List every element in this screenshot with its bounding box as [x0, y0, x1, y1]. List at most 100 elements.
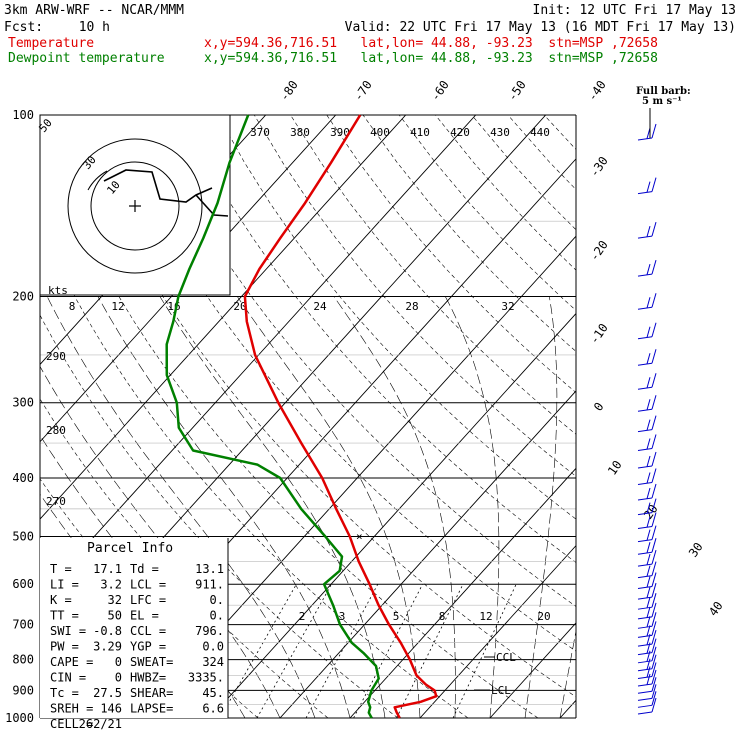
pressure-label-600: 600 — [12, 577, 34, 591]
theta-label: 370 — [250, 126, 270, 139]
wind-barb-flag — [651, 602, 657, 618]
wind-barb-flag — [651, 669, 657, 685]
wind-barb-flag — [646, 326, 651, 338]
wind-barb-flag — [646, 666, 651, 678]
parcel-label-right: SHEAR= — [130, 686, 173, 700]
parcel-value-right: 0. — [210, 593, 224, 607]
mixing-ratio-label: 5 — [393, 610, 400, 623]
wind-barb-flag — [646, 438, 651, 450]
isotherm-line — [40, 115, 407, 520]
wind-barb-flag — [646, 597, 651, 609]
wind-barb-flag — [646, 225, 651, 237]
wind-barb-flag — [646, 542, 651, 554]
wind-barb-flag — [646, 297, 651, 309]
theta-label: 390 — [330, 126, 350, 139]
isotherm-label: 0 — [591, 400, 607, 414]
wind-barb-flag — [651, 677, 657, 692]
isotherm-label: -40 — [585, 78, 609, 104]
pressure-label-400: 400 — [12, 471, 34, 485]
parcel-value-right: 911. — [195, 578, 224, 592]
wind-barb-flag — [651, 483, 657, 499]
dewpoint-legend-info: x,y=594.36,716.51 lat,lon= 44.88, -93.23… — [204, 51, 658, 66]
parcel-value-left: -0.8 — [93, 624, 122, 638]
wind-barb-shaft — [637, 704, 653, 708]
wind-barb-shaft — [637, 660, 653, 664]
wind-barb-shaft — [637, 526, 653, 529]
wind-barb-flag — [651, 621, 657, 636]
wind-barb-flag — [651, 349, 657, 364]
theta-label: 380 — [290, 126, 310, 139]
parcel-label-left: CAPE = — [50, 655, 93, 669]
wind-barb-shaft — [637, 137, 653, 141]
wind-barb-flag — [646, 502, 651, 514]
mixing-ratio-label: 8 — [439, 610, 446, 623]
mixing-ratio-line — [353, 584, 423, 718]
parcel-label-right: HWBZ= — [130, 671, 166, 685]
parcel-label-left: CIN = — [50, 671, 86, 685]
wind-barb-flag — [646, 565, 651, 577]
wind-barb-flag — [646, 673, 651, 685]
wind-barb-flag — [646, 455, 651, 467]
parcel-value-right: 796. — [195, 624, 224, 638]
pressure-label-900: 900 — [12, 683, 34, 697]
wind-barb-flag — [646, 487, 651, 499]
wind-barb-flag — [651, 525, 657, 540]
wind-barb-flag — [646, 606, 651, 618]
wind-barb-flag — [646, 529, 651, 541]
wind-barb-shaft — [637, 273, 653, 277]
parcel-label-left: Tc = — [50, 686, 79, 700]
mixing-ratio-line — [219, 584, 297, 718]
wind-barb-shaft — [637, 191, 653, 195]
isotherm-line — [559, 699, 576, 718]
moist-adiabat-line — [559, 629, 576, 718]
isotherm-label: -80 — [277, 78, 301, 104]
mixing-ratio-label: 3 — [339, 610, 346, 623]
hodograph-speed-label: 24 — [313, 300, 327, 313]
wind-barb-shaft — [637, 697, 653, 701]
isotherm-line — [419, 544, 576, 718]
valid-time: Valid: 22 UTC Fri 17 May 13 (16 MDT Fri … — [345, 20, 736, 35]
wind-barb-flag — [651, 259, 657, 275]
wind-barb-flag — [651, 221, 657, 237]
theta-label: 400 — [370, 126, 390, 139]
barb-legend-units: 5 m s⁻¹ — [642, 96, 682, 107]
pressure-label-500: 500 — [12, 529, 34, 543]
mixing-ratio-line — [305, 584, 379, 718]
wind-barb-flag — [651, 612, 657, 627]
temperature-legend-info: x,y=594.36,716.51 lat,lon= 44.88, -93.23… — [204, 36, 658, 51]
parcel-info-box: Parcel Info T = 17.1 Td = 13.1 LI = 3.2 LCL = 9… — [40, 538, 229, 731]
wind-barb-flag — [651, 638, 657, 653]
wind-barb-shaft — [637, 408, 653, 412]
wind-barb-flag — [646, 399, 651, 411]
parcel-value-right: 13.1 — [195, 562, 224, 576]
hodograph-speed-label: 20 — [233, 300, 246, 313]
wind-barbs — [637, 108, 657, 715]
wind-barb-flag — [651, 415, 657, 430]
moist-adiabat-line — [237, 296, 421, 718]
wind-barb-shaft — [637, 336, 653, 340]
dry-adiabat-label: 280 — [46, 424, 66, 437]
forecast-label: Fcst: — [4, 20, 43, 35]
hodograph-speed-label: 28 — [405, 300, 418, 313]
wind-barb-flag — [651, 684, 657, 699]
wind-barb-flag — [651, 646, 657, 661]
wind-barb-shaft — [637, 668, 653, 672]
isotherm-line — [40, 115, 337, 443]
wind-barb-flag — [651, 434, 657, 449]
wind-barb-shaft — [637, 683, 653, 687]
parcel-label-right: SWEAT= — [130, 655, 173, 669]
parcel-label-left: LI = — [50, 578, 79, 592]
parcel-label-right: Td = — [130, 562, 159, 576]
parcel-info-rows: T = 17.1 Td = 13.1 LI = 3.2 LCL = 911. K = 32 LFC … — [50, 562, 224, 731]
ccl-label: CCL — [496, 651, 516, 664]
isotherm-label: 30 — [686, 540, 706, 560]
parcel-label-right: LFC = — [130, 593, 166, 607]
isotherm-label: -60 — [428, 78, 452, 104]
isotherm-label: -30 — [587, 154, 611, 180]
wind-barb-flag — [651, 697, 657, 713]
hodograph-speed-label: 32 — [501, 300, 514, 313]
hodograph-speed-label: 8 — [69, 300, 76, 313]
isotherm-line — [279, 390, 576, 718]
hodograph-ring-middle — [90, 161, 180, 251]
wind-barb-shaft — [637, 711, 653, 715]
